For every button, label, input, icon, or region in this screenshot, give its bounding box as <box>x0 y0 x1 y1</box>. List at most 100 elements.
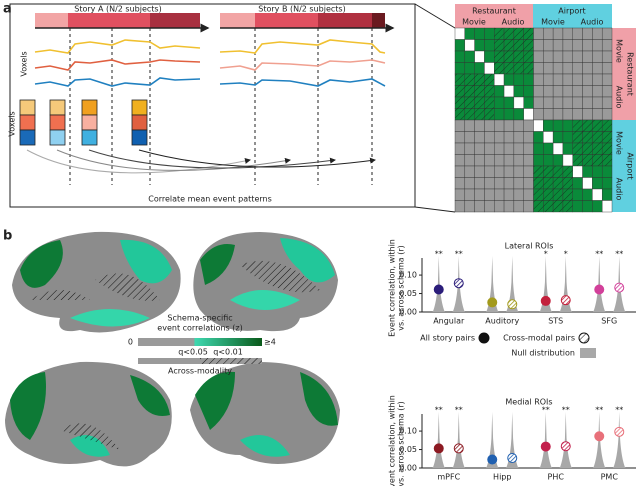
matrix-hatch <box>464 97 475 109</box>
matrix-cell <box>562 73 573 86</box>
matrix-cell <box>582 188 593 201</box>
matrix-cell <box>592 39 603 52</box>
matrix-cell <box>572 50 583 63</box>
matrix-cell <box>552 73 564 86</box>
data-point <box>453 278 464 289</box>
matrix-hatch <box>523 62 534 74</box>
matrix-cell <box>601 200 613 213</box>
matrix-cell <box>494 142 505 155</box>
matrix-cell <box>572 85 583 98</box>
matrix-hatch <box>513 62 524 74</box>
matrix-cell <box>454 62 466 75</box>
matrix-hatch <box>602 154 612 166</box>
x-tick-label: SFG <box>601 317 617 326</box>
matrix-cell <box>523 165 534 178</box>
matrix-hatch <box>464 85 475 97</box>
matrix-cell <box>572 177 583 190</box>
matrix-cell <box>464 27 475 40</box>
matrix-cell <box>572 62 583 75</box>
modality-label: Movie <box>615 39 624 63</box>
matrix-cell <box>572 165 583 178</box>
matrix-cell <box>513 96 524 109</box>
matrix-cell <box>494 131 505 144</box>
colorbar-min: 0 <box>128 338 133 347</box>
matrix-cell <box>562 96 573 109</box>
matrix-cell <box>523 96 534 109</box>
matrix-cell <box>484 142 495 155</box>
matrix-cell <box>552 108 564 121</box>
null-distribution <box>432 256 445 312</box>
matrix-cell <box>601 39 613 52</box>
matrix-cell <box>494 108 505 121</box>
matrix-cell <box>503 85 515 98</box>
matrix-cell <box>592 73 603 86</box>
significance: ** <box>455 406 463 415</box>
matrix-cell <box>552 39 564 52</box>
matrix-hatch <box>494 28 505 40</box>
matrix-cell <box>533 50 544 63</box>
matrix-hatch <box>572 120 583 132</box>
matrix-cell <box>533 119 544 132</box>
data-point <box>614 282 625 293</box>
matrix-cell <box>454 154 466 167</box>
matrix-cell <box>552 85 564 98</box>
matrix-cell <box>552 142 564 155</box>
matrix-cell <box>484 27 495 40</box>
matrix-cell <box>513 73 524 86</box>
significance: ** <box>595 406 603 415</box>
matrix-cell <box>592 108 603 121</box>
panel-label: a <box>3 2 12 17</box>
null-distribution <box>539 256 552 312</box>
matrix-cell <box>503 142 515 155</box>
matrix-cell <box>513 154 524 167</box>
matrix-cell <box>533 62 544 75</box>
matrix-cell <box>503 73 515 86</box>
matrix-cell <box>533 108 544 121</box>
matrix-cell <box>484 188 495 201</box>
matrix-cell <box>474 119 485 132</box>
modality-label: Audio <box>581 18 604 27</box>
matrix-cell <box>503 131 515 144</box>
matrix-cell <box>572 108 583 121</box>
legend-label: Null distribution <box>511 349 575 358</box>
matrix-hatch <box>484 97 495 109</box>
matrix-hatch <box>602 131 612 143</box>
x-tick-label: mPFC <box>437 473 460 482</box>
correlation-arrows <box>26 149 376 174</box>
matrix-cell <box>503 188 515 201</box>
matrix-cell <box>474 142 485 155</box>
hatch-label: Across-modality <box>168 367 232 376</box>
matrix-cell <box>474 165 485 178</box>
matrix-cell <box>513 165 524 178</box>
matrix-cell <box>503 200 515 213</box>
matrix-hatch <box>455 74 465 86</box>
voxels-label: Voxels <box>8 111 17 136</box>
matrix-hatch <box>523 39 534 51</box>
matrix-cell <box>533 27 544 40</box>
matrix-cell <box>582 85 593 98</box>
matrix-cell <box>572 96 583 109</box>
legend-label: All story pairs <box>420 334 475 343</box>
matrix-cell <box>484 154 495 167</box>
matrix-cell <box>523 154 534 167</box>
matrix-cell <box>572 39 583 52</box>
matrix-hatch <box>494 62 505 74</box>
matrix-cell <box>601 27 613 40</box>
matrix-cell <box>474 27 485 40</box>
significance: ** <box>615 250 623 259</box>
matrix-cell <box>562 27 573 40</box>
matrix-hatch <box>572 143 583 155</box>
matrix-cell <box>464 154 475 167</box>
data-point <box>507 299 518 310</box>
matrix-hatch <box>592 120 603 132</box>
matrix-cell <box>494 119 505 132</box>
null-distribution <box>486 412 499 468</box>
matrix-cell <box>513 119 524 132</box>
data-point <box>594 431 605 442</box>
y-axis-label: vs. across schema (r) <box>397 401 406 486</box>
matrix-cell <box>601 188 613 201</box>
matrix-cell <box>474 200 485 213</box>
data-point <box>540 295 551 306</box>
matrix-cell <box>533 73 544 86</box>
